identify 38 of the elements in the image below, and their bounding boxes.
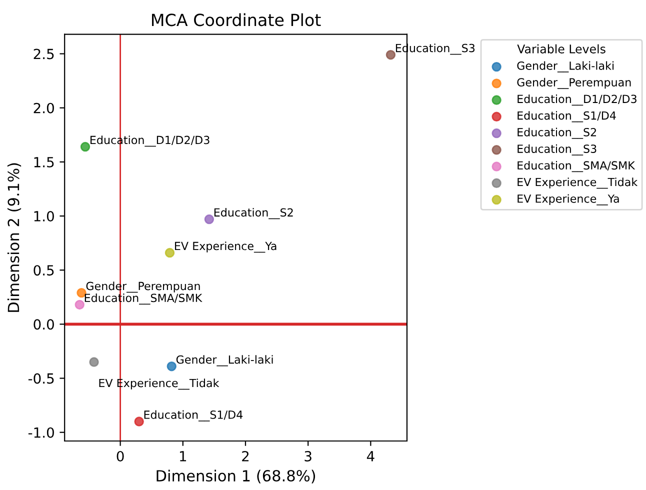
- legend-label: Education__SMA/SMK: [518, 160, 636, 172]
- point: [164, 248, 175, 258]
- y-axis-title: Dimension 2 (9.1%): [7, 163, 22, 312]
- legend-label: EV Experience__Tidak: [518, 178, 638, 189]
- point: [74, 300, 84, 310]
- annotation: Education__S1/D4: [144, 410, 243, 422]
- y-tick-label: 0.0: [34, 319, 54, 330]
- y-tick-label: 2.0: [34, 102, 54, 114]
- y-tick-label: 0.5: [34, 265, 54, 276]
- legend-label: Education__S2: [518, 128, 596, 139]
- point: [204, 214, 214, 224]
- legend-label: Education__S1/D4: [518, 111, 616, 122]
- y-tick-label: 1.5: [34, 157, 54, 168]
- chart-title: MCA Coordinate Plot: [152, 13, 321, 26]
- y-tick-label: -0.5: [28, 373, 54, 384]
- x-tick-label: 0: [116, 450, 124, 462]
- annotation: Education__S2: [214, 208, 293, 220]
- point: [166, 362, 176, 372]
- y-tick-label: 2.5: [34, 48, 54, 60]
- legend-label: Gender__Laki-laki: [517, 61, 614, 72]
- point: [80, 142, 90, 152]
- legend-label: Education__D1/D2/D3: [518, 94, 636, 106]
- x-tick-label: 1: [180, 451, 186, 462]
- legend-label: Education__S3: [518, 144, 596, 156]
- x-tick-label: 4: [366, 451, 374, 462]
- x-axis-title: Dimension 1 (68.8%): [156, 470, 316, 484]
- x-tick-label: 2: [242, 450, 249, 462]
- annotation: Gender__Laki-laki: [176, 355, 273, 366]
- y-tick-label: -1.0: [28, 427, 54, 438]
- point: [386, 50, 396, 60]
- legend-title: Variable Levels: [517, 44, 606, 54]
- y-tick-label: 1.0: [34, 210, 54, 222]
- x-tick-label: 3: [304, 450, 312, 462]
- legend-label: EV Experience__Ya: [518, 194, 619, 206]
- legend-label: Gender__Perempuan: [517, 78, 631, 89]
- point: [134, 416, 144, 426]
- point: [89, 357, 99, 367]
- annotation: EV Experience__Ya: [175, 242, 276, 253]
